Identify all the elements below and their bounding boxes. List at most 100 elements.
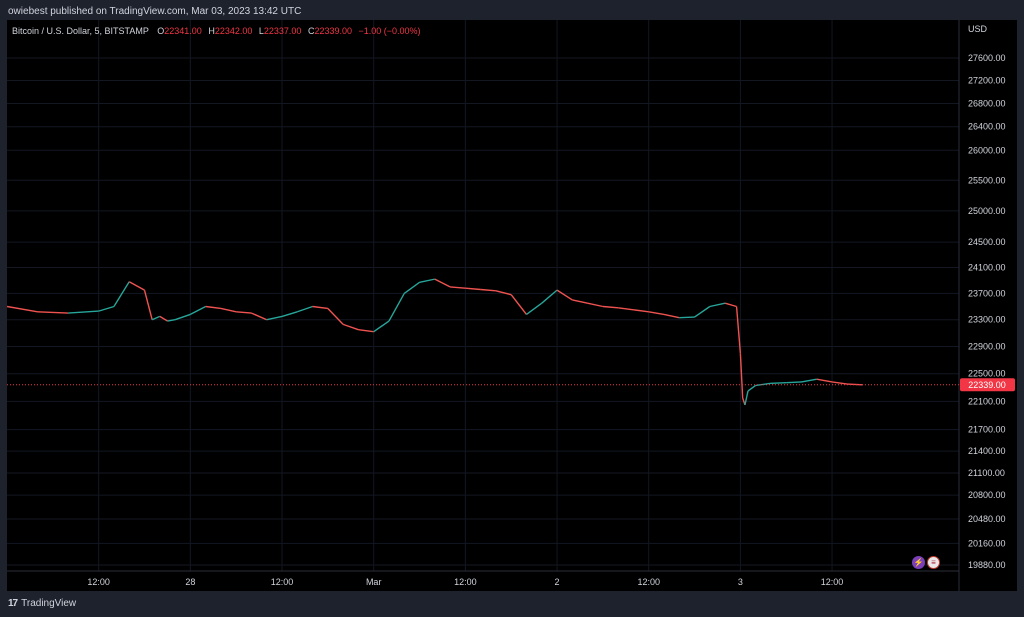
open-value: 22341.00	[164, 26, 202, 36]
symbol-legend: Bitcoin / U.S. Dollar, 5, BITSTAMP O2234…	[12, 26, 421, 36]
price-segment	[587, 302, 604, 308]
price-segment	[541, 289, 558, 304]
time-tick-label: 12:00	[821, 577, 844, 587]
price-segment	[480, 288, 496, 292]
current-price-tag: 22339.00	[960, 378, 1015, 392]
time-tick-label: 12:00	[87, 577, 110, 587]
lightning-icon[interactable]: ⚡	[912, 556, 925, 569]
chart-pane[interactable]: 27600.00 27200.00 26800.00 26400.00 26000.00…	[7, 20, 1017, 591]
price-segment	[143, 289, 153, 320]
high-value: 22342.00	[214, 26, 253, 36]
price-tick-label: 23300.00	[968, 315, 1006, 325]
price-segment	[663, 313, 680, 319]
price-tick-label: 27200.00	[968, 76, 1006, 86]
close-label: C	[307, 26, 315, 36]
time-axis[interactable]: 12:00 28 12:00 Mar 12:00 2 12:00 3 12:00	[87, 577, 843, 587]
current-price-label: 22339.00	[968, 380, 1006, 390]
price-segment	[434, 278, 451, 288]
symbol-name[interactable]: Bitcoin / U.S. Dollar, 5, BITSTAMP	[12, 26, 149, 36]
price-segment	[373, 320, 390, 333]
price-series	[7, 278, 863, 406]
price-segment	[297, 305, 313, 313]
price-segment	[770, 381, 787, 385]
price-segment	[281, 311, 298, 318]
price-chart[interactable]: 27600.00 27200.00 26800.00 26400.00 26000.00…	[7, 20, 1017, 591]
price-segment	[724, 302, 737, 308]
price-segment	[190, 305, 206, 316]
price-segment	[495, 290, 512, 296]
price-segment	[327, 307, 344, 325]
open-label: O	[157, 26, 165, 36]
price-segment	[7, 305, 38, 313]
price-segment	[159, 315, 168, 322]
price-segment	[526, 302, 543, 315]
price-segment	[648, 311, 665, 316]
price-segment	[831, 381, 848, 385]
price-segment	[251, 312, 268, 321]
price-segment	[801, 378, 817, 383]
price-tick-label: 20800.00	[968, 490, 1006, 500]
tradingview-mark-icon: 17	[8, 598, 18, 609]
time-tick-label: Mar	[366, 577, 382, 587]
price-segment	[602, 305, 619, 309]
price-segment	[419, 278, 435, 284]
price-tick-label: 22900.00	[968, 341, 1006, 351]
price-segment	[450, 286, 466, 289]
event-badges: ⚡ ≡	[912, 556, 940, 569]
us-flag-icon[interactable]: ≡	[927, 556, 940, 569]
price-segment	[633, 309, 649, 313]
price-segment	[816, 378, 833, 383]
price-segment	[388, 293, 405, 322]
price-segment	[151, 315, 161, 321]
price-segment	[556, 289, 573, 301]
price-tick-label: 21400.00	[968, 446, 1006, 456]
price-segment	[618, 307, 634, 311]
price-tick-label: 26400.00	[968, 122, 1006, 132]
high-label: H	[208, 26, 215, 36]
price-tick-label: 20160.00	[968, 538, 1006, 548]
time-tick-label: 12:00	[454, 577, 477, 587]
price-segment	[205, 305, 221, 310]
price-axis[interactable]: 27600.00 27200.00 26800.00 26400.00 26000.00…	[968, 53, 1006, 570]
low-label: L	[258, 26, 264, 36]
grid-lines	[7, 20, 959, 571]
price-segment	[739, 353, 744, 398]
price-segment	[786, 381, 802, 384]
price-tick-label: 25500.00	[968, 175, 1006, 185]
time-tick-label: 12:00	[271, 577, 294, 587]
tradingview-logo[interactable]: 17 TradingView	[8, 598, 76, 609]
price-segment	[679, 316, 695, 319]
price-segment	[847, 383, 863, 386]
price-segment	[220, 307, 237, 313]
low-value: 22337.00	[263, 26, 302, 36]
currency-label[interactable]: USD	[968, 24, 988, 34]
price-tick-label: 22100.00	[968, 396, 1006, 406]
price-tick-label: 23700.00	[968, 288, 1006, 298]
time-tick-label: 3	[738, 577, 743, 587]
price-tick-label: 21700.00	[968, 425, 1006, 435]
price-tick-label: 19880.00	[968, 560, 1006, 570]
close-value: 22339.00	[314, 26, 352, 36]
price-tick-label: 24100.00	[968, 263, 1006, 273]
publish-attribution: owiebest published on TradingView.com, M…	[8, 6, 302, 17]
price-segment	[113, 281, 130, 307]
price-segment	[465, 287, 481, 291]
price-segment	[68, 310, 99, 314]
price-tick-label: 21100.00	[968, 468, 1005, 478]
price-tick-label: 25000.00	[968, 206, 1006, 216]
price-segment	[167, 319, 176, 322]
price-tick-label: 26800.00	[968, 98, 1006, 108]
price-segment	[174, 313, 191, 321]
change-value: −1.00 (−0.00%)	[358, 26, 421, 36]
price-segment	[342, 323, 359, 331]
time-tick-label: 2	[555, 577, 560, 587]
price-segment	[735, 306, 742, 354]
price-segment	[128, 281, 145, 291]
time-tick-label: 28	[185, 577, 195, 587]
time-tick-label: 12:00	[637, 577, 660, 587]
price-segment	[236, 311, 252, 314]
price-segment	[266, 315, 283, 321]
price-segment	[510, 294, 528, 315]
price-segment	[694, 305, 711, 318]
price-segment	[98, 305, 115, 312]
